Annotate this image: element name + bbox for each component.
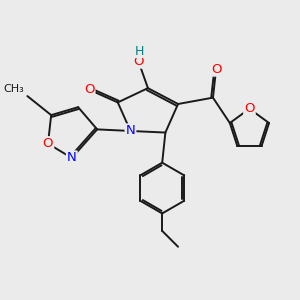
Text: N: N <box>67 152 77 164</box>
Text: H: H <box>135 44 144 58</box>
Text: CH₃: CH₃ <box>4 83 24 94</box>
Text: O: O <box>84 83 94 96</box>
Text: N: N <box>126 124 135 137</box>
Text: O: O <box>43 137 53 150</box>
Text: O: O <box>133 55 144 68</box>
Text: O: O <box>211 63 221 76</box>
Text: O: O <box>244 102 255 115</box>
